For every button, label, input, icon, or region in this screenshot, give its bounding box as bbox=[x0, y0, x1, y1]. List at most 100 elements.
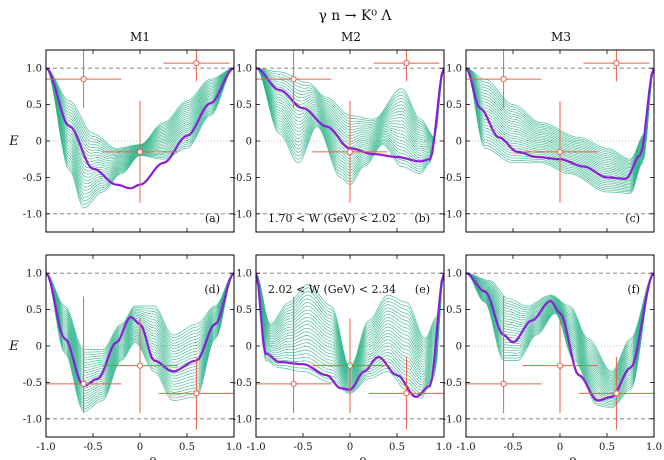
data-point bbox=[466, 50, 542, 109]
y-tick-label: 0.5 bbox=[26, 305, 42, 316]
band-curve bbox=[46, 272, 234, 361]
panel-label: (d) bbox=[204, 283, 220, 296]
band-curve bbox=[466, 272, 654, 384]
y-tick-label: 0 bbox=[246, 342, 252, 353]
data-marker bbox=[613, 60, 620, 67]
band-curve bbox=[46, 272, 234, 363]
panel-label: (a) bbox=[205, 212, 220, 225]
x-tick-label: -1.0 bbox=[246, 442, 265, 453]
band-curve bbox=[466, 272, 654, 386]
x-tick-label: 0.5 bbox=[179, 442, 195, 453]
data-point bbox=[312, 318, 388, 413]
y-tick-label: 0 bbox=[456, 137, 462, 148]
x-tick-label: 1.0 bbox=[646, 442, 662, 453]
w-range-annotation: 1.70 < W (GeV) < 2.02 bbox=[268, 212, 396, 225]
data-point bbox=[102, 318, 178, 413]
y-tick-label: 0 bbox=[456, 342, 462, 353]
figure-title: γ n → K⁰ Λ bbox=[318, 8, 392, 24]
x-tick-label: -1.0 bbox=[456, 442, 475, 453]
x-tick-label: 0.5 bbox=[389, 442, 405, 453]
y-tick-label: 1.0 bbox=[26, 269, 42, 280]
y-tick-label: 1.0 bbox=[446, 269, 462, 280]
data-marker bbox=[403, 390, 410, 397]
data-marker bbox=[346, 362, 354, 369]
panel-f: -1.0 -0.5 0 0.5 1.0 1.0 0.5 0 -0.5 -1.0 cos θ (f) bbox=[443, 254, 662, 460]
y-tick-label: -1.0 bbox=[233, 414, 252, 425]
band-curve bbox=[466, 272, 654, 383]
x-axis-label: cos θ bbox=[333, 456, 367, 460]
x-tick-label: -0.5 bbox=[293, 442, 312, 453]
y-tick-label: 1.0 bbox=[236, 64, 252, 75]
data-point bbox=[46, 296, 122, 413]
x-axis-label: cos θ bbox=[543, 456, 577, 460]
data-marker bbox=[290, 380, 297, 387]
y-tick-label: 1.0 bbox=[26, 64, 42, 75]
y-axis-label: E bbox=[8, 339, 19, 354]
data-marker bbox=[80, 380, 87, 387]
band-curve bbox=[46, 272, 234, 353]
y-tick-label: 1.0 bbox=[236, 269, 252, 280]
x-tick-label: 1.0 bbox=[226, 442, 242, 453]
band-curve bbox=[46, 272, 234, 366]
panel-b: 1.0 0.5 0 -0.5 -1.0 (b) 1.70 < W (GeV) < 2.02 bbox=[233, 49, 445, 233]
data-point bbox=[163, 50, 230, 82]
data-marker bbox=[403, 60, 410, 67]
band-curve bbox=[466, 272, 654, 387]
panel-label: (b) bbox=[414, 212, 430, 225]
y-tick-label: 0 bbox=[36, 342, 42, 353]
x-tick-label: 1.0 bbox=[436, 442, 452, 453]
y-tick-label: -0.5 bbox=[233, 173, 252, 184]
y-tick-label: 0.5 bbox=[236, 305, 252, 316]
data-marker bbox=[290, 76, 297, 83]
data-marker bbox=[556, 362, 564, 369]
panels-group: 1.0 0.5 0 -0.5 -1.0 E (a) 1.0 0.5 0 -0.5 -1.0 (b) 1.7… bbox=[8, 49, 662, 460]
band-curve bbox=[466, 272, 654, 374]
band-curve bbox=[46, 272, 234, 358]
panel-label: (e) bbox=[415, 283, 430, 296]
band-curve bbox=[466, 272, 654, 392]
band-curve bbox=[466, 272, 654, 372]
data-point bbox=[102, 100, 178, 203]
y-tick-label: 0 bbox=[36, 137, 42, 148]
band-curve bbox=[466, 272, 654, 377]
y-tick-label: -0.5 bbox=[23, 173, 42, 184]
data-point bbox=[256, 50, 332, 109]
band-curve bbox=[466, 272, 654, 375]
data-marker bbox=[613, 390, 620, 397]
data-point bbox=[522, 318, 598, 413]
data-marker bbox=[556, 148, 564, 156]
y-tick-label: 0.5 bbox=[446, 100, 462, 111]
band-curve bbox=[466, 272, 654, 378]
y-tick-label: -1.0 bbox=[23, 414, 42, 425]
x-tick-label: -1.0 bbox=[36, 442, 55, 453]
data-marker bbox=[346, 148, 354, 156]
central-curve bbox=[466, 272, 654, 402]
y-tick-label: -1.0 bbox=[233, 209, 252, 220]
data-point bbox=[46, 50, 122, 109]
band-curve bbox=[46, 272, 234, 356]
x-axis-label: cos θ bbox=[123, 456, 157, 460]
panel-e: -1.0 -0.5 0 0.5 1.0 1.0 0.5 0 -0.5 -1.0 cos θ (e) 2.… bbox=[233, 254, 452, 460]
data-marker bbox=[136, 362, 144, 369]
data-point bbox=[578, 356, 654, 430]
band-curve bbox=[466, 272, 654, 380]
y-tick-label: -0.5 bbox=[443, 173, 462, 184]
column-title-m3: M3 bbox=[551, 30, 571, 44]
column-title-m1: M1 bbox=[130, 30, 150, 44]
panel-d: -1.0 -0.5 0 0.5 1.0 1.0 0.5 0 -0.5 -1.0 Ecos θ (d) bbox=[8, 254, 242, 460]
y-tick-label: -0.5 bbox=[443, 378, 462, 389]
band-curve bbox=[46, 272, 234, 369]
y-tick-label: 0.5 bbox=[26, 100, 42, 111]
data-marker bbox=[193, 390, 200, 397]
data-point bbox=[312, 100, 388, 203]
data-point bbox=[466, 296, 542, 413]
column-title-m2: M2 bbox=[341, 30, 361, 44]
data-point bbox=[522, 100, 598, 203]
y-tick-label: 0.5 bbox=[236, 100, 252, 111]
y-tick-label: 0.5 bbox=[446, 305, 462, 316]
data-point bbox=[256, 296, 332, 413]
x-tick-label: 0 bbox=[557, 442, 563, 453]
band-curve bbox=[466, 272, 654, 389]
data-marker bbox=[80, 76, 87, 83]
